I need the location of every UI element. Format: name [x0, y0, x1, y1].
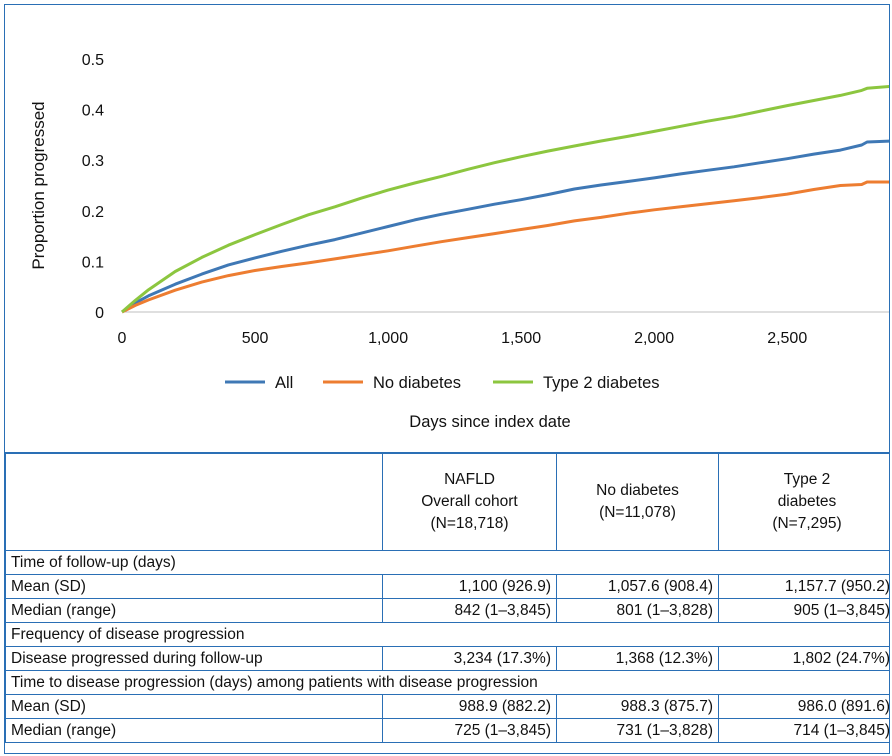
x-tick-label: 2,500 [767, 330, 807, 347]
table-row: Median (range) 842 (1–3,845) 801 (1–3,828)… [5, 598, 889, 623]
x-tick-label: 0 [118, 330, 127, 347]
row-label: Mean (SD) [5, 574, 383, 599]
section-label: Time to disease progression (days) among… [5, 670, 889, 695]
y-tick-label: 0.5 [82, 52, 104, 69]
row-label: Median (range) [5, 718, 383, 743]
section-label: Time of follow-up (days) [5, 550, 889, 575]
x-tick-label: 1,000 [368, 330, 408, 347]
axes: 0 0.1 0.2 0.3 0.4 0.5 0 500 1,000 1,500 2,000 2,500 [82, 52, 889, 347]
table-section-row: Time of follow-up (days) [5, 550, 889, 575]
legend: All No diabetes Type 2 diabetes [225, 374, 660, 392]
table-cell: 1,368 (12.3%) [556, 646, 719, 671]
table-cell: 3,234 (17.3%) [382, 646, 557, 671]
x-tick-label: 2,000 [634, 330, 674, 347]
table-cell: 1,802 (24.7%) [718, 646, 889, 671]
table-cell: 988.9 (882.2) [382, 694, 557, 719]
column-header-type2-diabetes: Type 2 diabetes (N=7,295) [718, 453, 889, 551]
table-cell: 801 (1–3,828) [556, 598, 719, 623]
table-cell: 988.3 (875.7) [556, 694, 719, 719]
legend-label: No diabetes [373, 374, 461, 392]
summary-table: NAFLD Overall cohort (N=18,718) No diabete… [5, 453, 889, 743]
table-row: Disease progressed during follow-up 3,234… [5, 646, 889, 671]
table-cell: 842 (1–3,845) [382, 598, 557, 623]
y-tick-label: 0.1 [82, 254, 104, 271]
x-axis-label: Days since index date [409, 413, 570, 431]
y-tick-label: 0.4 [82, 103, 104, 120]
table-body: Time of follow-up (days) Mean (SD) 1,100 (… [5, 550, 889, 743]
table-row: Mean (SD) 1,100 (926.9) 1,057.6 (908.4) 1,1… [5, 574, 889, 599]
legend-label: All [275, 374, 293, 392]
section-label: Frequency of disease progression [5, 622, 889, 647]
chart-panel: 0 0.1 0.2 0.3 0.4 0.5 0 500 1,000 1,500 2,000 2,500… [5, 5, 889, 453]
figure-frame: 0 0.1 0.2 0.3 0.4 0.5 0 500 1,000 1,500 2,000 2,500… [4, 4, 890, 754]
table-header-corner [5, 453, 383, 551]
series-layer [121, 84, 889, 314]
series-line-1 [121, 180, 889, 314]
y-tick-label: 0 [95, 305, 104, 322]
table-cell: 986.0 (891.6) [718, 694, 889, 719]
column-header-overall: NAFLD Overall cohort (N=18,718) [382, 453, 557, 551]
table-row: Median (range) 725 (1–3,845) 731 (1–3,828)… [5, 718, 889, 743]
table-cell: 714 (1–3,845) [718, 718, 889, 743]
x-tick-label: 500 [242, 330, 269, 347]
y-axis-label: Proportion progressed [29, 101, 48, 269]
series-line-0 [121, 139, 889, 314]
series-line-2 [121, 84, 889, 314]
table-header-row: NAFLD Overall cohort (N=18,718) No diabete… [5, 453, 889, 551]
table-cell: 905 (1–3,845) [718, 598, 889, 623]
row-label: Median (range) [5, 598, 383, 623]
row-label: Disease progressed during follow-up [5, 646, 383, 671]
table-section-row: Time to disease progression (days) among… [5, 670, 889, 695]
y-tick-label: 0.3 [82, 153, 104, 170]
y-tick-label: 0.2 [82, 204, 104, 221]
table-cell: 1,157.7 (950.2) [718, 574, 889, 599]
legend-label: Type 2 diabetes [543, 374, 660, 392]
table-cell: 1,100 (926.9) [382, 574, 557, 599]
row-label: Mean (SD) [5, 694, 383, 719]
column-header-no-diabetes: No diabetes (N=11,078) [556, 453, 719, 551]
table-row: Mean (SD) 988.9 (882.2) 988.3 (875.7) 986.0… [5, 694, 889, 719]
x-tick-label: 1,500 [501, 330, 541, 347]
line-chart: 0 0.1 0.2 0.3 0.4 0.5 0 500 1,000 1,500 2,000 2,500… [29, 52, 889, 431]
table-cell: 725 (1–3,845) [382, 718, 557, 743]
table-cell: 1,057.6 (908.4) [556, 574, 719, 599]
table-cell: 731 (1–3,828) [556, 718, 719, 743]
table-section-row: Frequency of disease progression [5, 622, 889, 647]
